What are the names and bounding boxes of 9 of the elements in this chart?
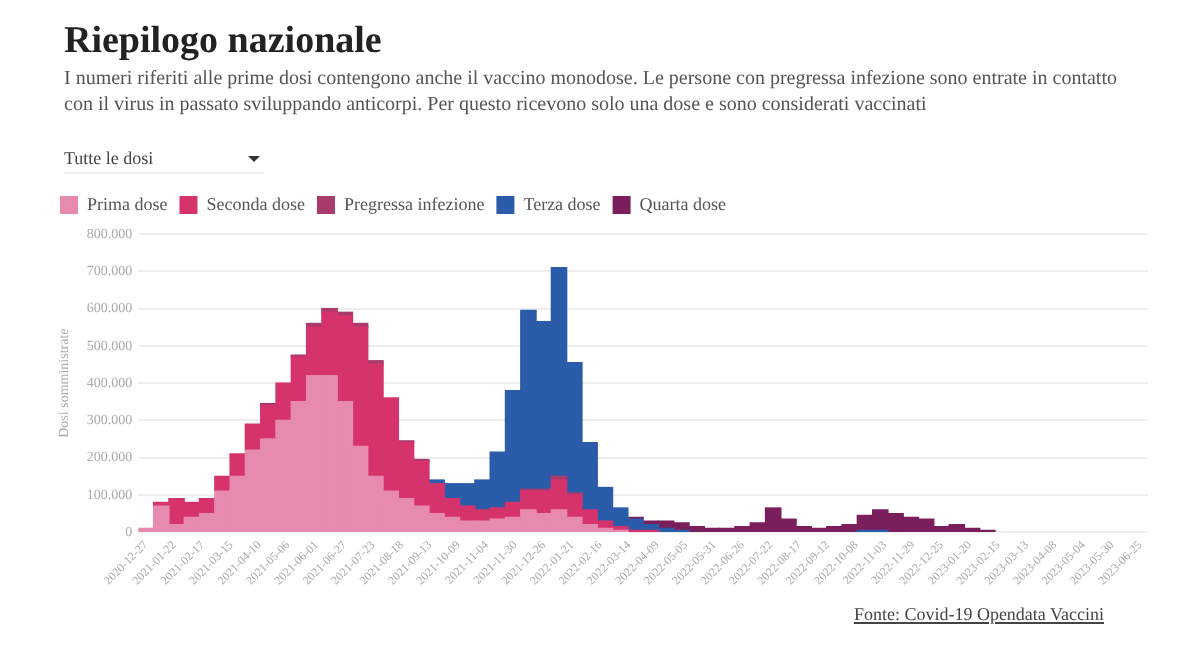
legend-label: Prima dose xyxy=(87,193,168,214)
legend-label: Seconda dose xyxy=(206,193,305,214)
source-note: Fonte: Covid-19 Opendata Vaccini xyxy=(853,604,1104,624)
chart-title: Riepilogo nazionale xyxy=(64,20,382,64)
text: Tutte le dosi xyxy=(64,148,154,168)
chart-subtitle: I numeri riferiti alle prime dosi contengono anche il vaccino monodose. Le persone con pregressa infezione sono entrate in contatto con il virus in passato sviluppando anticorpi. Per questo ricevono solo una dose e sono considerati vaccinati xyxy=(64,68,1119,118)
legend-label: Pregressa infezione xyxy=(343,193,485,214)
legend-label: Quarta dose xyxy=(639,193,727,214)
legend-label: Terza dose xyxy=(523,193,601,214)
